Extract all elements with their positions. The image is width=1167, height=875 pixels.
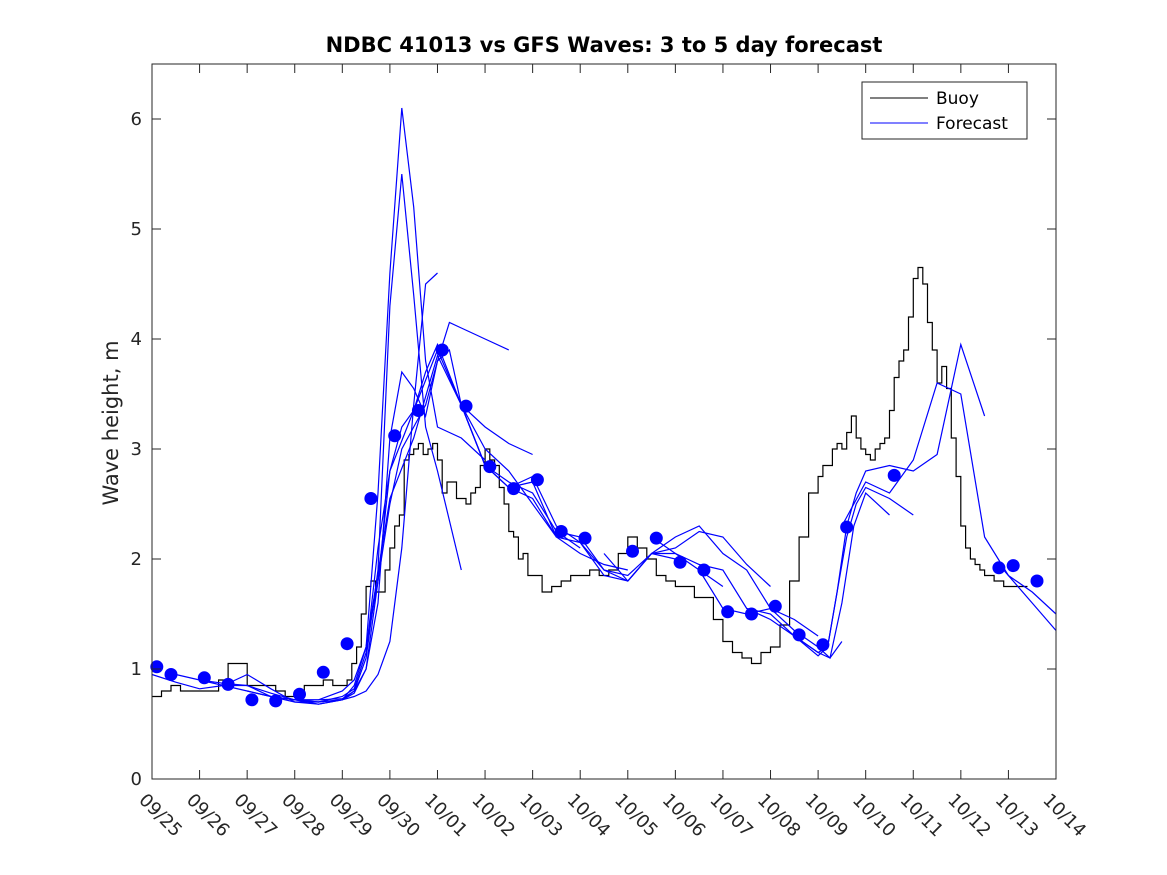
forecast-marker — [887, 468, 901, 482]
forecast-marker — [364, 492, 378, 505]
x-tick-label: 09/29 — [325, 790, 377, 842]
x-tick-label: 10/04 — [563, 790, 615, 842]
forecast-run-line-3 — [199, 107, 486, 703]
forecast-run-line-9 — [460, 404, 676, 577]
forecast-marker — [483, 460, 497, 474]
buoy-series-line — [152, 266, 1028, 698]
forecast-marker — [1030, 574, 1044, 588]
x-tick-label: 10/07 — [705, 790, 757, 842]
forecast-marker — [293, 687, 306, 701]
forecast-marker — [626, 544, 639, 558]
x-tick-label: 10/01 — [420, 790, 472, 842]
forecast-marker — [554, 525, 568, 538]
legend-buoy-label: Buoy — [936, 89, 979, 109]
forecast-marker — [578, 531, 592, 545]
plot-area-frame — [151, 63, 1057, 780]
forecast-marker — [1006, 559, 1020, 573]
x-tick-label: 10/11 — [896, 790, 948, 842]
x-tick-label: 09/30 — [372, 790, 424, 842]
x-tick-label: 10/12 — [943, 790, 995, 842]
forecast-run-line-6 — [270, 342, 557, 703]
y-tick-label: 4 — [131, 329, 142, 350]
x-tick-label: 10/09 — [801, 790, 853, 842]
forecast-marker — [745, 607, 758, 621]
x-tick-label: 09/26 — [182, 790, 234, 842]
x-tick-label: 10/14 — [1038, 790, 1090, 842]
y-tick-label: 1 — [131, 659, 142, 680]
y-tick-label: 5 — [131, 219, 142, 240]
x-tick-label: 10/02 — [468, 790, 520, 842]
forecast-marker — [340, 637, 354, 651]
forecast-marker — [269, 694, 283, 708]
forecast-marker — [840, 520, 854, 534]
legend: Buoy Forecast — [861, 81, 1028, 140]
y-tick-label: 2 — [131, 549, 142, 570]
x-tick-label: 10/06 — [658, 790, 710, 842]
forecast-marker — [697, 563, 711, 577]
forecast-marker — [768, 599, 782, 613]
y-tick-label: 0 — [131, 769, 142, 790]
forecast-run-line-7 — [294, 348, 581, 701]
forecast-marker — [507, 482, 521, 496]
x-tick-label: 09/28 — [277, 790, 329, 842]
forecast-marker — [992, 561, 1006, 575]
y-tick-label: 3 — [131, 439, 142, 460]
forecast-marker — [411, 404, 425, 417]
x-tick-label: 10/10 — [848, 790, 900, 842]
forecast-marker — [816, 638, 830, 652]
chart-title: NDBC 41013 vs GFS Waves: 3 to 5 day fore… — [326, 33, 883, 57]
forecast-marker — [316, 665, 330, 679]
forecast-run-line-11 — [556, 530, 771, 587]
forecast-run-line-18 — [998, 564, 1057, 615]
forecast-marker — [197, 671, 211, 685]
forecast-marker — [721, 605, 735, 619]
x-tick-label: 10/08 — [753, 790, 805, 842]
forecast-marker — [435, 343, 449, 357]
forecast-marker — [150, 660, 164, 674]
legend-forecast-label: Forecast — [936, 114, 1008, 134]
forecast-run-line-5 — [247, 348, 533, 705]
x-tick-label: 10/05 — [610, 790, 662, 842]
forecast-marker — [530, 473, 544, 487]
forecast-marker — [673, 555, 687, 569]
x-tick-label: 10/13 — [991, 790, 1043, 842]
x-tick-label: 10/03 — [515, 790, 567, 842]
legend-box — [861, 81, 1028, 140]
forecast-marker — [221, 677, 235, 691]
forecast-marker — [388, 429, 402, 443]
x-tick-label: 09/27 — [230, 790, 282, 842]
forecast-marker — [649, 531, 663, 545]
forecast-run-line-10 — [508, 481, 724, 587]
forecast-marker — [459, 399, 473, 413]
forecast-run-line-15 — [746, 486, 914, 654]
forecast-run-line-12 — [603, 525, 819, 637]
forecast-marker — [245, 693, 259, 707]
forecast-run-line-17 — [841, 382, 1057, 631]
forecast-marker — [792, 628, 806, 642]
forecast-run-line-2 — [175, 173, 462, 701]
forecast-marker — [164, 668, 178, 681]
x-tick-label: 09/25 — [134, 790, 186, 842]
y-tick-label: 6 — [131, 109, 142, 130]
y-axis-label: Wave height, m — [99, 340, 123, 505]
forecast-run-line-13 — [651, 536, 843, 659]
